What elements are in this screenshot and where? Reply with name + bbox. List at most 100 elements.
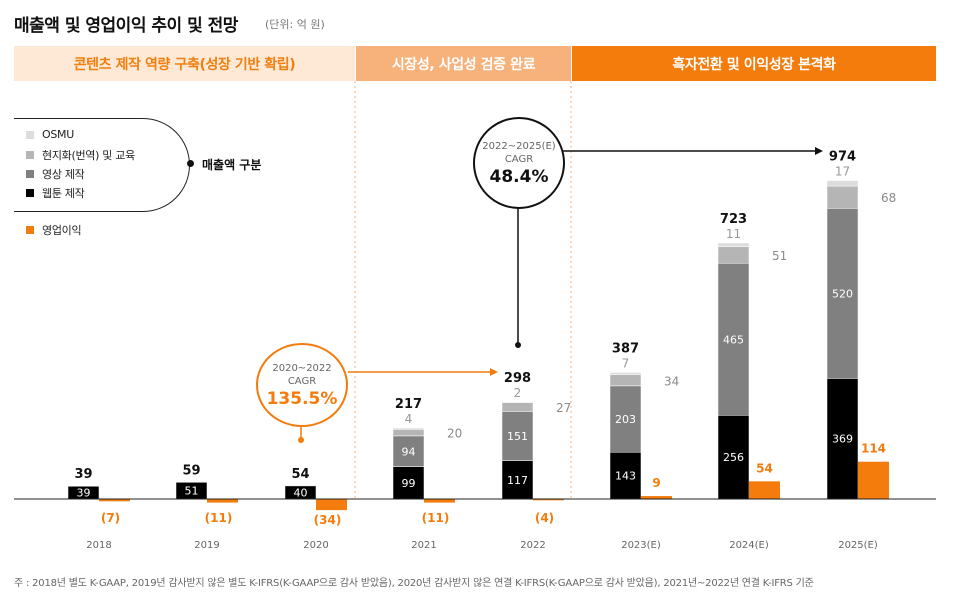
legend-label-video: 영상 제작 [42, 168, 85, 181]
label-total-2020: 54 [291, 467, 309, 482]
legend-group-label: 매출액 구분 [202, 158, 262, 172]
bar-operating-profit-2021 [424, 499, 455, 503]
label-localization-2024e: 51 [772, 249, 787, 263]
label-webtoon-2025e: 369 [832, 433, 853, 446]
bar-series [67, 180, 889, 511]
bar-operating-profit-2024e [749, 481, 780, 499]
tick-label-2022: 2022 [520, 540, 545, 551]
label-total-2025e: 974 [829, 150, 856, 165]
cagr2-arrowhead [815, 147, 823, 155]
label-webtoon-2019: 51 [185, 485, 199, 498]
bar-operating-profit-2020 [316, 499, 347, 511]
legend-item-video: 영상 제작 [26, 166, 85, 182]
bar-video-2025e [826, 208, 859, 379]
legend-item-webtoon: 웹툰 제작 [26, 185, 85, 201]
bar-osmu-2025e [826, 180, 859, 187]
bar-operating-profit-2022 [533, 499, 564, 501]
label-video-2023e: 203 [615, 413, 636, 426]
legend-connector-dot [187, 160, 194, 167]
cagr1-label: CAGR [287, 376, 317, 387]
legend-label-localization: 현지화(번역) 및 교육 [42, 149, 135, 162]
cagr-badge-2022-2025: 2022~2025(E) CAGR 48.4% [473, 117, 565, 209]
label-localization-2021: 20 [447, 427, 462, 441]
label-osmu-2023e: 7 [622, 356, 630, 370]
tick-label-2023e: 2023(E) [621, 540, 661, 551]
bar-webtoon-2021 [392, 466, 425, 500]
label-webtoon-2020: 40 [294, 486, 308, 499]
bar-operating-profit-2019 [207, 499, 238, 503]
footnote: 주 : 2018년 별도 K-GAAP, 2019년 감사받지 않은 별도 K-… [14, 578, 814, 589]
label-webtoon-2021: 99 [402, 477, 416, 490]
label-operating-profit-2021: (11) [422, 511, 450, 525]
bar-webtoon-2022 [501, 460, 534, 500]
legend-swatch-video [26, 170, 34, 178]
phase-banner-1: 콘텐츠 제작 역량 구축(성장 기반 확립) [14, 46, 355, 81]
label-webtoon-2023e: 143 [615, 470, 636, 483]
label-operating-profit-2019: (11) [205, 511, 233, 525]
label-total-2021: 217 [395, 397, 422, 412]
phase-banner-3: 흑자전환 및 이익성장 본격화 [572, 46, 936, 81]
legend-label-osmu: OSMU [42, 128, 74, 141]
label-operating-profit-2018: (7) [101, 511, 120, 525]
label-operating-profit-2024e: 54 [756, 461, 773, 475]
cagr2-label: CAGR [504, 154, 534, 165]
cagr1-connector-dot [298, 437, 304, 443]
label-video-2022: 151 [507, 430, 528, 443]
bar-operating-profit-2018 [99, 499, 130, 502]
bar-osmu-2023e [609, 372, 642, 375]
label-video-2021: 94 [402, 445, 416, 458]
label-osmu-2022: 2 [514, 386, 522, 400]
bar-osmu-2022 [501, 401, 534, 403]
label-total-2024e: 723 [720, 212, 747, 227]
label-localization-2022: 27 [556, 401, 571, 415]
cagr1-period: 2020~2022 [272, 363, 332, 374]
legend-swatch-operating-profit [26, 226, 34, 234]
page-title: 매출액 및 영업이익 추이 및 전망 [14, 16, 238, 36]
label-webtoon-2024e: 256 [723, 451, 744, 464]
cagr2-value: 48.4% [489, 167, 549, 187]
bar-webtoon-2025e [826, 378, 859, 500]
legend-label-webtoon: 웹툰 제작 [42, 187, 85, 200]
bar-localization-2024e [717, 246, 750, 264]
label-localization-2023e: 34 [664, 374, 679, 388]
bar-osmu-2021 [392, 427, 425, 430]
cagr2-period: 2022~2025(E) [482, 141, 556, 152]
cagr1-value: 135.5% [266, 389, 338, 409]
legend-label-operating-profit: 영업이익 [42, 224, 82, 237]
phase-banner-2: 시장성, 사업성 검증 완료 [356, 46, 571, 81]
label-operating-profit-2022: (4) [535, 511, 554, 525]
bar-webtoon-2024e [717, 415, 750, 500]
label-video-2025e: 520 [832, 287, 853, 300]
label-video-2024e: 465 [723, 333, 744, 346]
label-total-2018: 39 [74, 467, 92, 482]
tick-label-2019: 2019 [194, 540, 219, 551]
label-osmu-2024e: 11 [726, 227, 741, 241]
label-total-2022: 298 [504, 371, 531, 386]
cagr1-arrowhead [490, 368, 498, 376]
tick-label-2025e: 2025(E) [838, 540, 878, 551]
label-osmu-2025e: 17 [835, 165, 850, 179]
label-webtoon-2018: 39 [77, 487, 91, 500]
label-operating-profit-2025e: 114 [861, 442, 886, 456]
bar-localization-2021 [392, 429, 425, 437]
chart-labels: 3939(7)20185159(11)20194054(34)202099942… [74, 150, 896, 551]
legend-swatch-osmu [26, 130, 34, 139]
bar-video-2021 [392, 435, 425, 467]
bar-webtoon-2023e [609, 451, 642, 500]
label-osmu-2021: 4 [405, 412, 413, 426]
label-operating-profit-2020: (34) [314, 513, 342, 527]
cagr-badge-2020-2022: 2020~2022 CAGR 135.5% [256, 343, 348, 427]
label-localization-2025e: 68 [881, 191, 896, 205]
bar-localization-2025e [826, 185, 859, 209]
bar-operating-profit-2023e [641, 496, 672, 499]
tick-label-2024e: 2024(E) [729, 540, 769, 551]
label-total-2019: 59 [182, 463, 200, 478]
bar-localization-2023e [609, 374, 642, 387]
label-total-2023e: 387 [612, 341, 639, 356]
label-webtoon-2022: 117 [507, 474, 528, 487]
tick-label-2021: 2021 [411, 540, 436, 551]
bar-video-2023e [609, 385, 642, 453]
cagr2-connector-dot [515, 342, 521, 348]
tick-label-2020: 2020 [303, 540, 328, 551]
